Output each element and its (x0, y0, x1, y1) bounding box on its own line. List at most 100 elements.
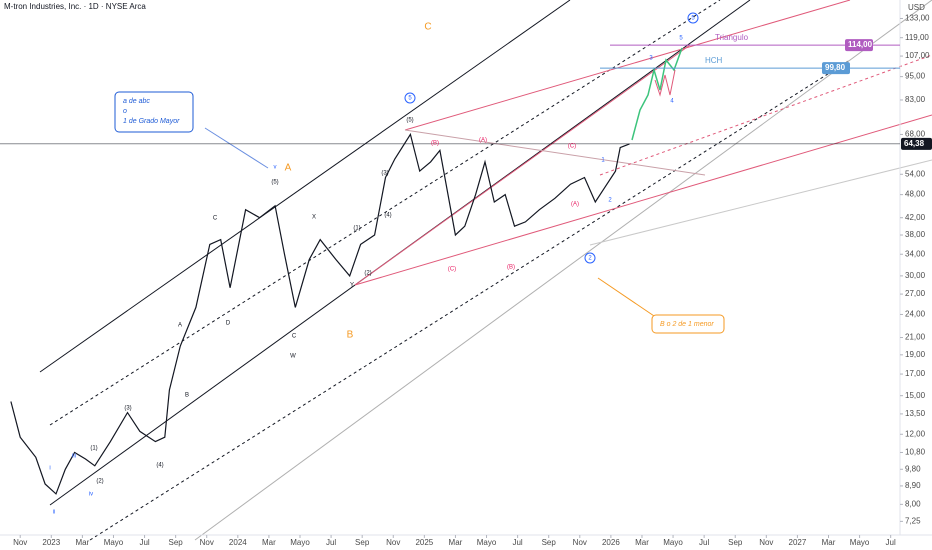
price-line (10, 132, 630, 495)
x-tick-label: Mayo (104, 538, 124, 547)
wave-label: (B) (507, 265, 515, 271)
x-tick-label: Nov (13, 538, 27, 547)
wave-label: iii (72, 454, 76, 460)
callout-pointer (204, 127, 269, 169)
y-tick-label: 24,00 (905, 310, 926, 319)
wave-label: 5 (679, 36, 683, 42)
wave-label: C (424, 22, 431, 33)
x-tick-label: Jul (512, 538, 522, 547)
x-tick-label: Nov (200, 538, 214, 547)
wave-label: A (285, 163, 292, 174)
x-tick-label: Mayo (663, 538, 683, 547)
gray-line (194, 0, 932, 541)
wave-label: v (274, 165, 277, 171)
x-tick-label: 2024 (229, 538, 247, 547)
currency: USD (908, 3, 925, 12)
callout-box (651, 314, 725, 334)
x-tick-label: 2023 (42, 538, 60, 547)
wave-label: D (226, 321, 231, 327)
wave-label: (A) (571, 202, 579, 208)
y-tick-label: 8,00 (905, 499, 921, 508)
price-tag (822, 62, 850, 75)
x-tick-label: Jul (699, 538, 709, 547)
x-tick-label: Nov (573, 538, 587, 547)
gray-line (589, 159, 932, 246)
x-tick-label: 2027 (789, 538, 807, 547)
x-tick-label: Nov (386, 538, 400, 547)
wave-label: 1 (601, 158, 605, 164)
wave-label: (5) (406, 118, 413, 124)
x-tick-label: Jul (139, 538, 149, 547)
channel-upper (39, 0, 571, 373)
wave-label: Y (350, 283, 354, 289)
wave-label: 3 (649, 56, 653, 62)
y-tick-label: 48,00 (905, 190, 926, 199)
x-tick-label: Sep (542, 538, 557, 547)
x-tick-label: Mar (75, 538, 89, 547)
level-name: Triangulo (715, 33, 749, 42)
pink-line (354, 114, 932, 286)
wave-label: ii (53, 510, 56, 516)
wave-label: iv (89, 492, 93, 498)
wave-label: 4 (670, 99, 674, 105)
y-tick-label: 38,00 (905, 230, 926, 239)
x-tick-label: Sep (355, 538, 370, 547)
wave-label: (A) (479, 138, 487, 144)
wave-label: W (290, 354, 296, 360)
pink-dashed (599, 54, 932, 176)
wave-label: (1) (353, 226, 360, 232)
x-tick-label: Mar (635, 538, 649, 547)
y-tick-label: 9,80 (905, 464, 921, 473)
x-tick-label: Mayo (290, 538, 310, 547)
wave-label: A (178, 323, 182, 329)
y-tick-label: 17,00 (905, 369, 926, 378)
wave-label: (4) (156, 463, 163, 469)
callout-text: B o 2 de 1 menor (660, 321, 714, 328)
wave-label: B (347, 330, 354, 341)
x-tick-label: 2025 (415, 538, 433, 547)
wave-label: (C) (448, 267, 456, 273)
wave-label: (2) (96, 479, 103, 485)
y-tick-label: 68,00 (905, 130, 926, 139)
y-tick-label: 119,00 (905, 33, 929, 42)
x-tick-label: Jul (326, 538, 336, 547)
wave-label: (5) (271, 180, 278, 186)
callout-text: a de abc (123, 98, 150, 105)
x-tick-label: 2026 (602, 538, 620, 547)
wave-label: (C) (568, 144, 576, 150)
callout-box (114, 91, 194, 133)
wave-label: C (292, 334, 297, 340)
x-tick-label: Sep (728, 538, 743, 547)
price-tag (845, 39, 873, 52)
wave-label: (1) (90, 446, 97, 452)
wave-label: 2 (588, 256, 592, 262)
y-tick-label: 19,00 (905, 350, 926, 359)
wave-label: 5 (408, 96, 412, 102)
y-tick-label: 42,00 (905, 213, 926, 222)
price-tag (901, 137, 932, 150)
y-tick-label: 7,25 (905, 516, 921, 525)
y-tick-label: 12,00 (905, 429, 926, 438)
wave-label: X (312, 215, 316, 221)
y-tick-label: 13,50 (905, 409, 926, 418)
x-tick-label: Mayo (477, 538, 497, 547)
y-tick-label: 34,00 (905, 249, 926, 258)
wave-label: (3) (124, 406, 131, 412)
wave-label: C (213, 216, 218, 222)
triangle-sketch (654, 69, 676, 97)
y-tick-label: 8,90 (905, 481, 921, 490)
y-tick-label: 107,00 (905, 51, 930, 60)
wave-label: i (49, 466, 50, 472)
x-tick-label: Mar (262, 538, 276, 547)
y-tick-label: 10,80 (905, 448, 926, 457)
y-tick-label: 21,00 (905, 333, 926, 342)
y-tick-label: 54,00 (905, 169, 926, 178)
y-tick-label: 27,00 (905, 289, 926, 298)
x-tick-label: Mar (822, 538, 836, 547)
price-tag-label: 64,38 (904, 139, 925, 148)
callout-text: 1 de Grado Mayor (123, 118, 180, 125)
pink-line (404, 0, 851, 131)
x-tick-label: Nov (759, 538, 773, 547)
wave-label: B (185, 393, 189, 399)
